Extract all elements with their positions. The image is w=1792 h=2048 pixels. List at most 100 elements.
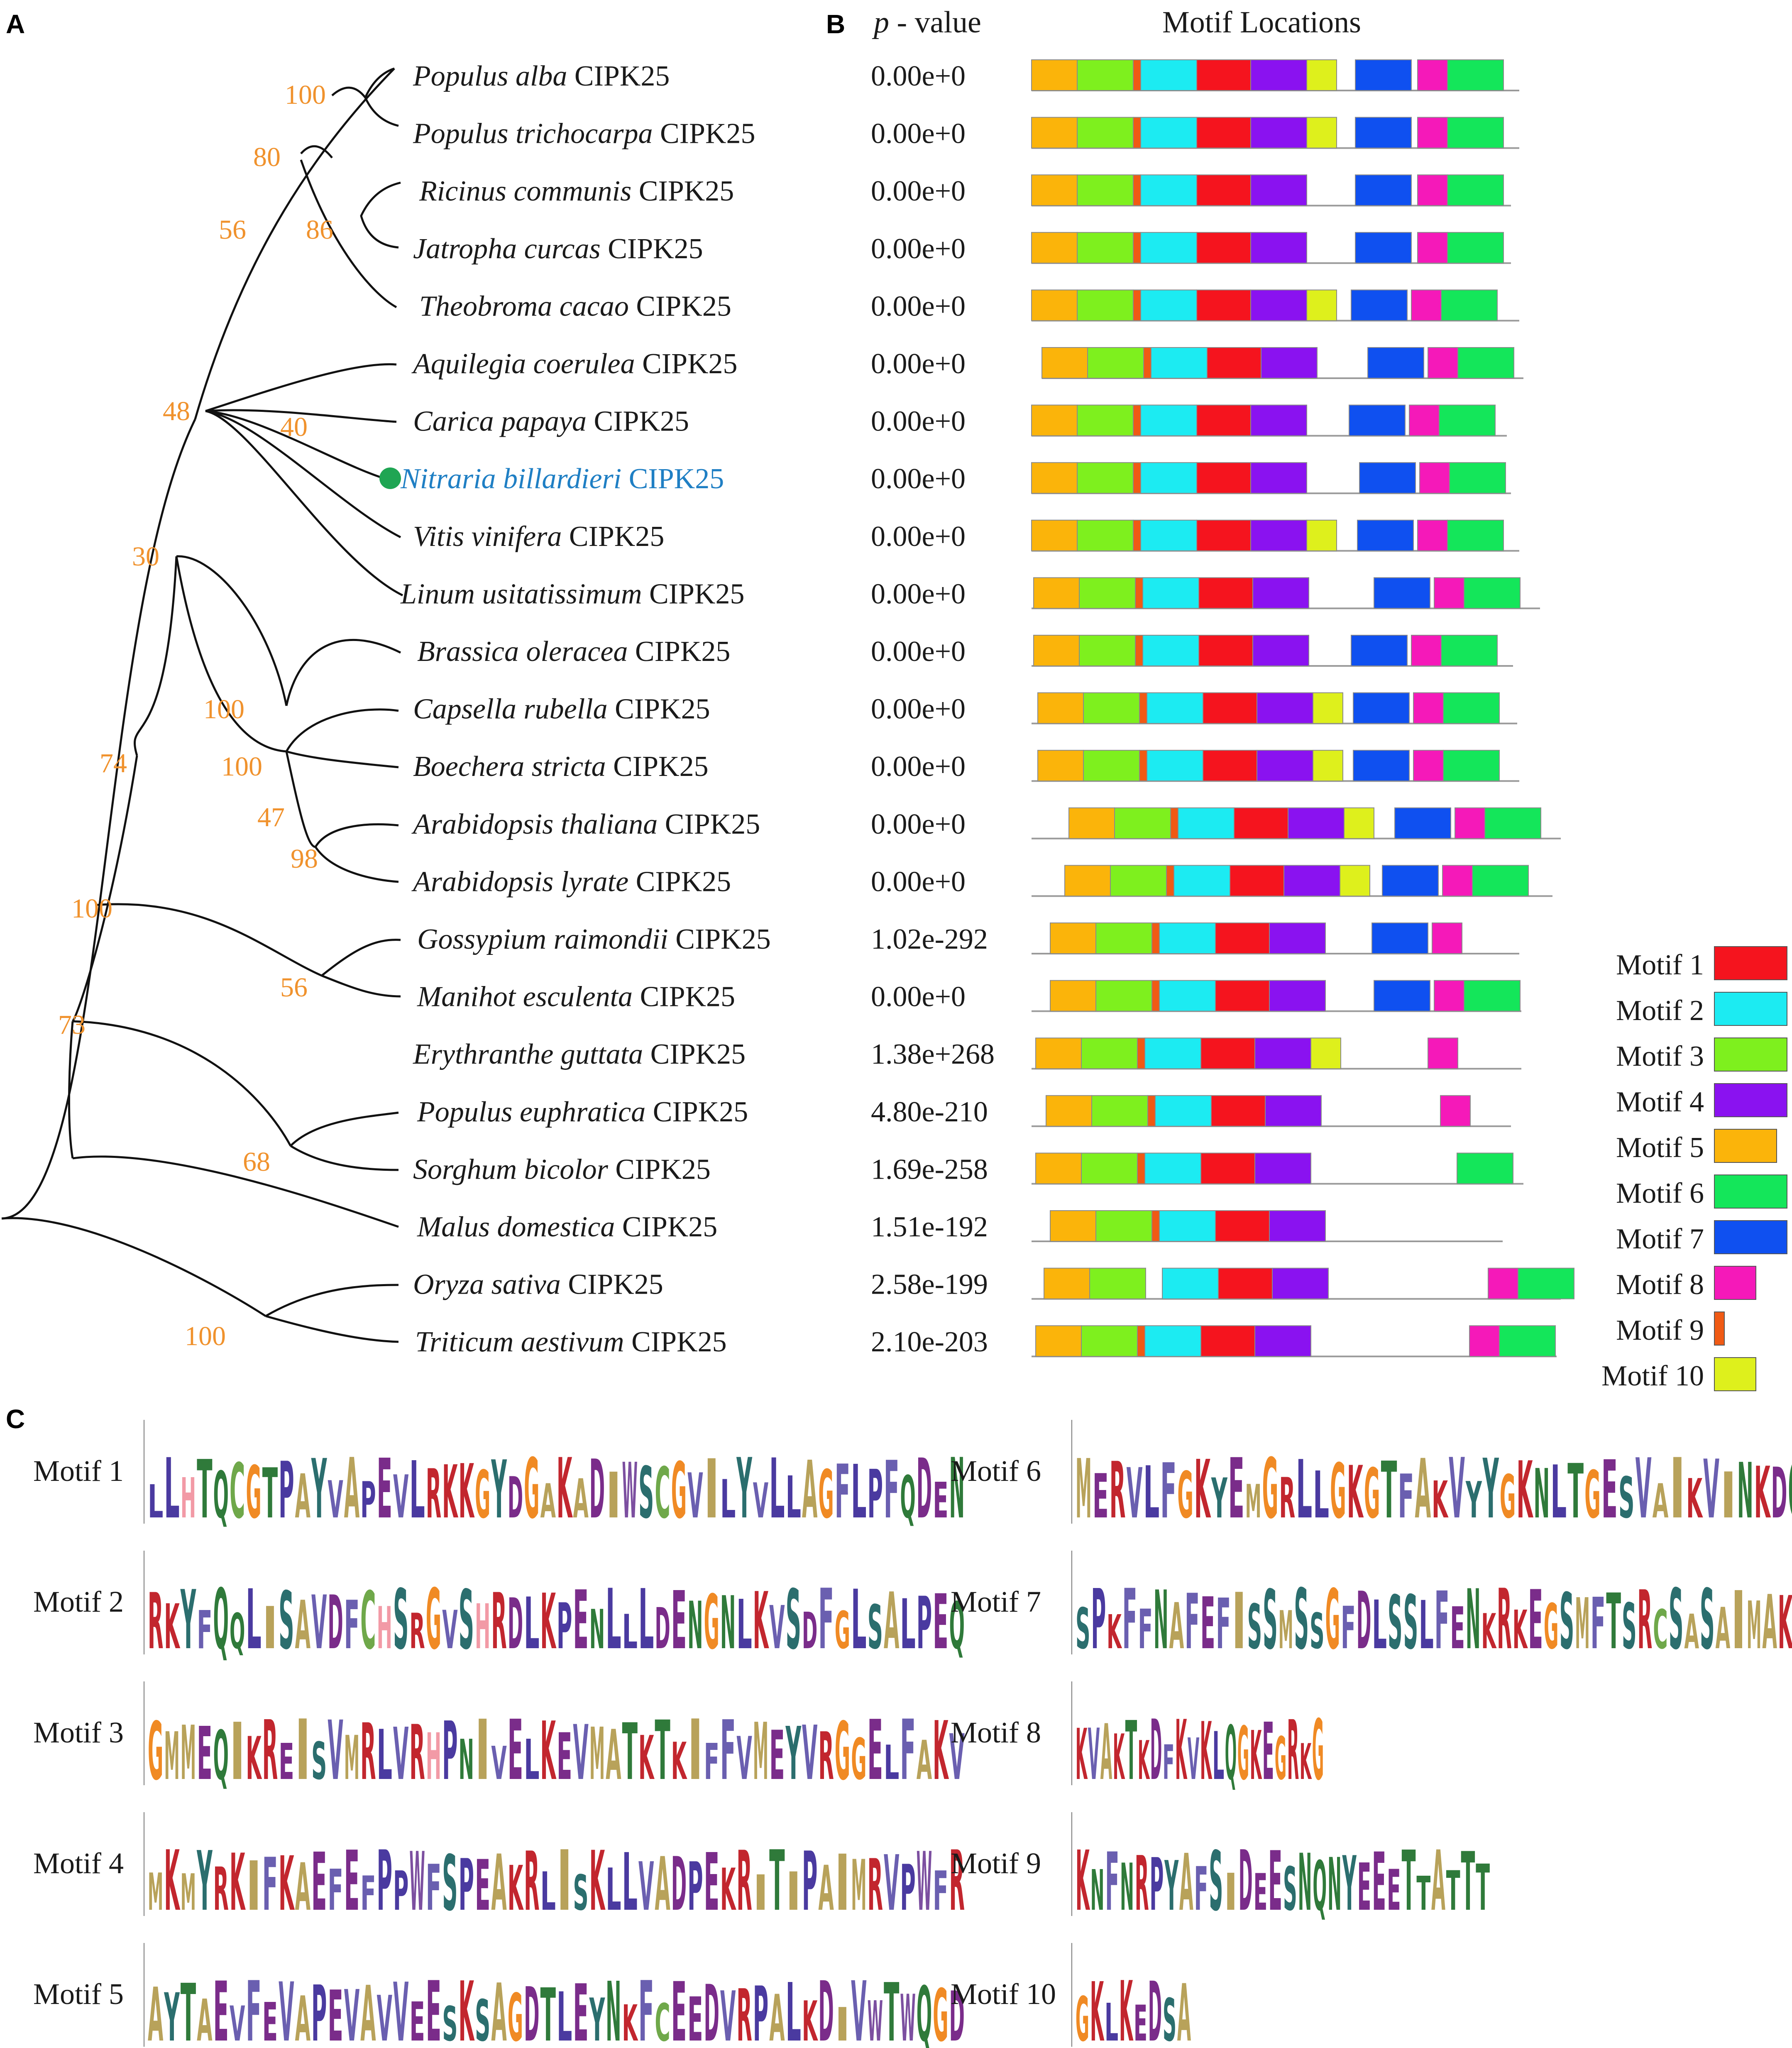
motif-3-block xyxy=(1083,750,1140,782)
motif-8-block xyxy=(1417,59,1448,91)
motif-6-block xyxy=(1484,807,1541,839)
logo-residue: P xyxy=(1091,1571,1106,1668)
logo-residue: D xyxy=(655,1596,670,1662)
motif-7-block xyxy=(1351,635,1408,666)
legend-label: Motif 8 xyxy=(1616,1269,1704,1301)
pvalue-label: 0.00e+0 xyxy=(871,406,966,438)
logo-residue: K xyxy=(1482,1604,1497,1660)
motif-1-block xyxy=(1196,289,1251,321)
species-label: Arabidopsis lyrate CIPK25 xyxy=(411,866,731,898)
species-label: Arabidopsis thaliana CIPK25 xyxy=(411,808,760,840)
motif-5-block xyxy=(1035,1037,1082,1069)
motif-1-block xyxy=(1234,807,1288,839)
motif-1-block xyxy=(1198,635,1253,666)
logo-residue: A xyxy=(491,1967,506,2048)
species-label: Triticum aestivum CIPK25 xyxy=(415,1326,727,1358)
motif-2-block xyxy=(1144,1325,1201,1357)
logo-residue: I xyxy=(230,1706,245,1798)
logo-residue: L xyxy=(540,1861,556,1922)
pvalue-label: 0.00e+0 xyxy=(871,808,966,840)
logo-residue: V xyxy=(279,1966,294,2048)
pvalue-label: 1.38e+268 xyxy=(871,1038,995,1070)
species-gene: CIPK25 xyxy=(658,808,760,840)
species-genus: Vitis vinifera xyxy=(413,521,562,553)
logo-label: Motif 4 xyxy=(33,1847,124,1880)
motif-3-block xyxy=(1081,1037,1138,1069)
motif-7-block xyxy=(1382,865,1439,897)
logo-residue: Y xyxy=(1211,1467,1228,1531)
motif-8-block xyxy=(1434,577,1464,609)
motif-3-block xyxy=(1077,232,1134,264)
logo-residue: E xyxy=(769,1717,785,1795)
motif-9-block xyxy=(1139,750,1147,782)
logo-residue: N xyxy=(606,1965,621,2048)
legend-label: Motif 5 xyxy=(1616,1132,1704,1164)
logo-residue: Y xyxy=(1342,1840,1357,1928)
logo-residue: F xyxy=(246,1964,261,2048)
logo-residue: K xyxy=(589,1833,606,1929)
logo-residue: L xyxy=(164,1441,179,1537)
logo-residue: T xyxy=(884,1966,899,2048)
motif-8-block xyxy=(1455,807,1485,839)
logo-residue: D xyxy=(589,1442,605,1537)
logo-residue: G xyxy=(246,1451,261,1534)
logo-residue: S xyxy=(1403,1580,1418,1666)
motif-2-block xyxy=(1159,922,1216,954)
motif-8-block xyxy=(1442,865,1473,897)
logo-residue: C xyxy=(655,1453,670,1534)
motif-1-block xyxy=(1215,922,1270,954)
motif-5-block xyxy=(1031,289,1078,321)
motif-8-block xyxy=(1417,519,1448,551)
logo-residue: H xyxy=(426,1720,441,1794)
logo-residue: A xyxy=(606,1715,621,1796)
tree-branch xyxy=(265,1315,399,1343)
motif-5-block xyxy=(1041,347,1088,379)
logo-residue: F xyxy=(900,1703,915,1799)
logo-residue: D xyxy=(1771,1453,1787,1534)
species-genus: Sorghum bicolor xyxy=(413,1153,609,1185)
logo-residue: W xyxy=(622,1447,638,1536)
tree-branch xyxy=(314,823,399,848)
logo-residue: D xyxy=(508,1465,523,1531)
highlight-marker-icon xyxy=(379,467,401,489)
logo-residue: K xyxy=(1513,1600,1528,1661)
logo-residue: I xyxy=(1720,1459,1736,1532)
logo-residue: E xyxy=(409,1991,425,2048)
logo-residue: F xyxy=(360,1866,376,1921)
motif-10-block xyxy=(1306,519,1337,551)
logo-residue: K xyxy=(1347,1451,1364,1534)
logo-residue: N xyxy=(687,1588,703,1664)
logo-residue: V xyxy=(736,1724,752,1793)
logo-residue: T xyxy=(1461,1835,1475,1929)
logo-residue: A xyxy=(344,1441,359,1537)
motif-8-block xyxy=(1432,922,1462,954)
motif-7-block xyxy=(1355,174,1412,206)
logo-residue: R xyxy=(1279,1466,1295,1531)
logo-residue: R xyxy=(1135,1840,1149,1928)
motif-4-block xyxy=(1254,1037,1311,1069)
bootstrap-label: 100 xyxy=(285,80,326,110)
motif-6-block xyxy=(1443,750,1500,782)
logo-residue: A xyxy=(360,1970,376,2048)
tree-branch xyxy=(205,363,397,412)
legend-swatch xyxy=(1714,992,1787,1026)
logo-residue: A xyxy=(1415,1442,1431,1537)
motif-8-block xyxy=(1417,174,1448,206)
logo-residue: M xyxy=(148,1862,163,1922)
species-label: Vitis vinifera CIPK25 xyxy=(413,521,664,553)
motif-9-block xyxy=(1133,404,1141,436)
logo-residue: P xyxy=(900,1851,915,1925)
motif-4-block xyxy=(1269,980,1326,1012)
motif-6-block xyxy=(1499,1325,1556,1357)
species-gene: CIPK25 xyxy=(628,636,730,668)
logo-residue: S xyxy=(1294,1571,1309,1668)
logo-residue: G xyxy=(671,1446,687,1536)
logo-residue: M xyxy=(164,1719,179,1795)
logo-residue: D xyxy=(1148,1964,1162,2048)
logo-residue: A xyxy=(884,1576,899,1667)
logo-residue: E xyxy=(1528,1573,1543,1668)
logo-residue: E xyxy=(671,1965,687,2048)
logo-residue: N xyxy=(1120,1850,1134,1925)
